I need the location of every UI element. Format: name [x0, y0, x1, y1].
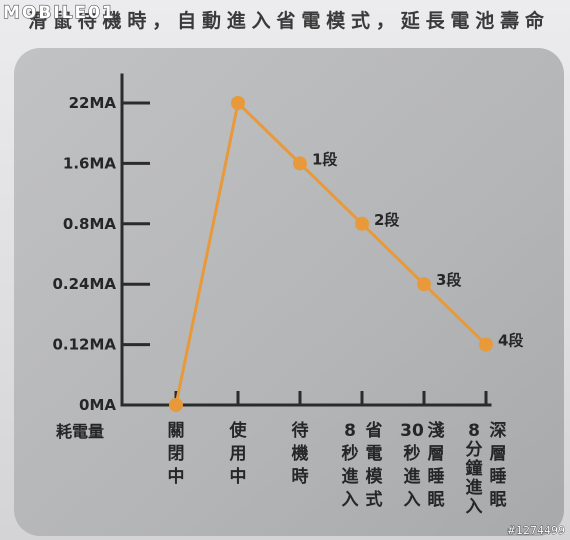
y-tick-label: 1.6MA [63, 154, 116, 172]
data-point [293, 156, 307, 171]
watermark-logo: MOBILE01 [3, 3, 116, 23]
x-tick-label: 30 秒進入淺層睡眠 [400, 420, 444, 510]
data-label: 2段 [374, 211, 399, 229]
y-tick-label: 22MA [69, 94, 117, 112]
x-tick-labels: 關閉中 使用中 待機時 8 秒進入省電模式 30 秒進入淺層睡眠 8 分鐘進入深層睡眠 [168, 420, 507, 517]
data-points [169, 96, 493, 412]
y-tick-label: 0MA [79, 396, 116, 414]
data-labels: 1段 2段 3段 4段 [312, 150, 523, 349]
caption-text: 滑鼠待機時，自動進入省電模式，延長電池壽命 [28, 9, 545, 32]
watermark-id: #1274499 [507, 524, 565, 537]
x-tick-label: 待機時 [292, 420, 309, 487]
data-label: 3段 [436, 271, 461, 289]
x-tick-label: 8 分鐘進入深層睡眠 [466, 420, 507, 517]
y-tick-label: 0.8MA [63, 215, 116, 233]
y-tick-label: 0.12MA [52, 336, 116, 354]
chart-panel [14, 48, 564, 536]
y-tick-labels: 0MA 0.12MA 0.24MA 0.8MA 1.6MA 22MA [52, 94, 116, 414]
plot-area: 0MA 0.12MA 0.24MA 0.8MA 1.6MA 22MA 關閉中 使用中 待機時 8… [52, 73, 523, 517]
y-axis-label: 耗電量 [56, 422, 104, 441]
data-point [231, 96, 245, 110]
data-point [169, 398, 183, 412]
data-point [417, 277, 431, 292]
data-label: 1段 [312, 150, 337, 168]
y-ticks [122, 101, 150, 407]
data-point [479, 337, 493, 352]
series-line [174, 101, 488, 406]
x-tick-label: 關閉中 [168, 421, 185, 487]
y-tick-label: 0.24MA [52, 275, 116, 293]
x-tick-label: 使用中 [229, 420, 248, 487]
x-tick-label: 8 秒進入省電模式 [342, 420, 384, 510]
data-label: 4段 [498, 332, 523, 350]
data-point [355, 216, 369, 231]
